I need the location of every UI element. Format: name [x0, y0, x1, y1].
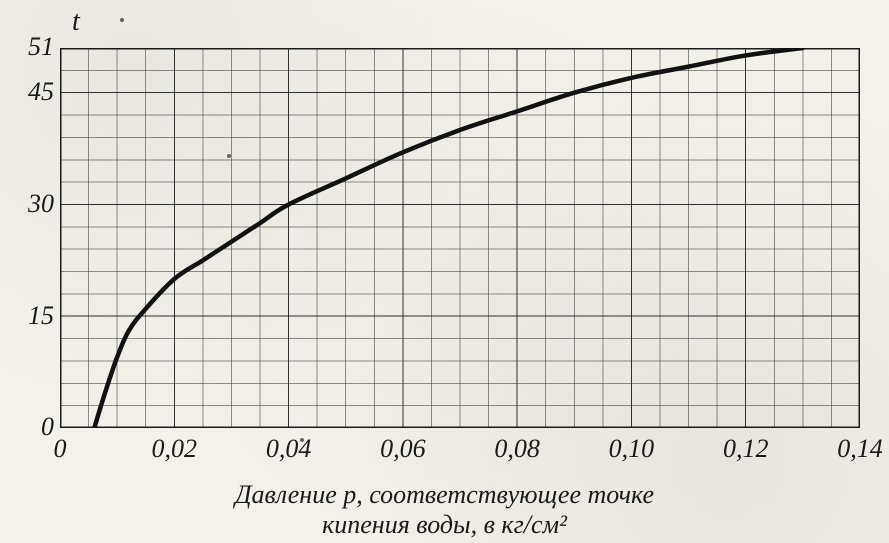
x-tick-label: 0,08 — [482, 434, 552, 464]
scan-speck — [300, 438, 304, 442]
plot-area — [60, 48, 860, 428]
page-root: t 015304551 00,020,040,060,080,100,120,1… — [0, 0, 889, 543]
plot-svg — [60, 48, 860, 428]
y-tick-label: 51 — [10, 32, 54, 62]
x-axis-title: Давление p, соответствующее точке кипени… — [0, 480, 889, 540]
y-tick-label: 45 — [10, 77, 54, 107]
x-tick-label: 0 — [25, 434, 95, 464]
x-tick-label: 0,02 — [139, 434, 209, 464]
x-axis-title-line2: кипения воды, в кг/см² — [0, 510, 889, 540]
y-tick-label: 30 — [10, 189, 54, 219]
y-axis-symbol: t — [72, 6, 80, 38]
x-tick-label: 0,06 — [368, 434, 438, 464]
x-tick-label: 0,14 — [825, 434, 889, 464]
x-tick-label: 0,12 — [711, 434, 781, 464]
y-tick-label: 15 — [10, 301, 54, 331]
x-axis-title-line1: Давление p, соответствующее точке — [0, 480, 889, 510]
x-tick-label: 0,04 — [254, 434, 324, 464]
scan-speck — [227, 154, 231, 158]
x-tick-label: 0,10 — [596, 434, 666, 464]
scan-speck — [120, 18, 124, 22]
